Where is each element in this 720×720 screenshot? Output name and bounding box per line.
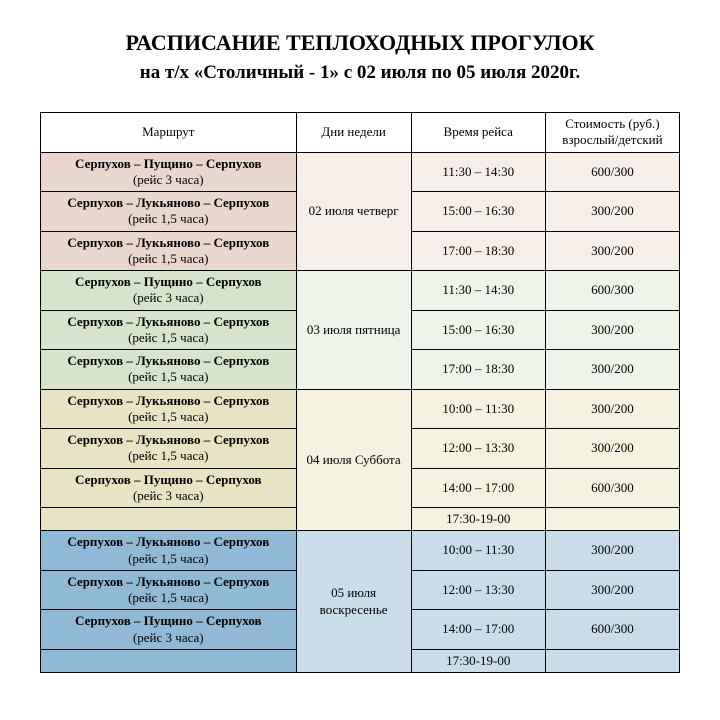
cell-price bbox=[545, 508, 679, 531]
table-row: Серпухов – Пущино – Серпухов(рейс 3 часа… bbox=[41, 271, 680, 311]
cell-price: 300/200 bbox=[545, 310, 679, 350]
cell-route: Серпухов – Лукьяново – Серпухов(рейс 1,5… bbox=[41, 570, 297, 610]
route-name: Серпухов – Лукьяново – Серпухов bbox=[45, 353, 292, 369]
col-day: Дни недели bbox=[296, 113, 411, 153]
cell-route bbox=[41, 508, 297, 531]
table-row: Серпухов – Пущино – Серпухов(рейс 3 часа… bbox=[41, 152, 680, 192]
cell-day: 05 июля воскресенье bbox=[296, 531, 411, 673]
route-name: Серпухов – Лукьяново – Серпухов bbox=[45, 314, 292, 330]
route-duration: (рейс 3 часа) bbox=[45, 172, 292, 188]
cell-day: 02 июля четверг bbox=[296, 152, 411, 271]
route-name: Серпухов – Пущино – Серпухов bbox=[45, 472, 292, 488]
cell-time: 11:30 – 14:30 bbox=[411, 271, 545, 311]
route-duration: (рейс 3 часа) bbox=[45, 488, 292, 504]
cell-time: 17:30-19-00 bbox=[411, 649, 545, 672]
cell-price: 600/300 bbox=[545, 271, 679, 311]
table-header-row: Маршрут Дни недели Время рейса Стоимость… bbox=[41, 113, 680, 153]
cell-price: 300/200 bbox=[545, 389, 679, 429]
cell-route: Серпухов – Пущино – Серпухов(рейс 3 часа… bbox=[41, 152, 297, 192]
route-name: Серпухов – Пущино – Серпухов bbox=[45, 274, 292, 290]
cell-time: 11:30 – 14:30 bbox=[411, 152, 545, 192]
route-name: Серпухов – Пущино – Серпухов bbox=[45, 156, 292, 172]
cell-time: 15:00 – 16:30 bbox=[411, 192, 545, 232]
cell-route: Серпухов – Лукьяново – Серпухов(рейс 1,5… bbox=[41, 231, 297, 271]
cell-day: 03 июля пятница bbox=[296, 271, 411, 390]
cell-route: Серпухов – Лукьяново – Серпухов(рейс 1,5… bbox=[41, 350, 297, 390]
cell-price: 300/200 bbox=[545, 570, 679, 610]
route-duration: (рейс 1,5 часа) bbox=[45, 369, 292, 385]
cell-route: Серпухов – Лукьяново – Серпухов(рейс 1,5… bbox=[41, 310, 297, 350]
route-name: Серпухов – Лукьяново – Серпухов bbox=[45, 235, 292, 251]
table-row: Серпухов – Лукьяново – Серпухов(рейс 1,5… bbox=[41, 389, 680, 429]
cell-time: 14:00 – 17:00 bbox=[411, 610, 545, 650]
page-title-line2: на т/х «Столичный - 1» с 02 июля по 05 и… bbox=[40, 62, 680, 84]
col-route: Маршрут bbox=[41, 113, 297, 153]
cell-route: Серпухов – Пущино – Серпухов(рейс 3 часа… bbox=[41, 610, 297, 650]
cell-route: Серпухов – Лукьяново – Серпухов(рейс 1,5… bbox=[41, 429, 297, 469]
cell-time: 15:00 – 16:30 bbox=[411, 310, 545, 350]
route-name: Серпухов – Пущино – Серпухов bbox=[45, 613, 292, 629]
cell-time: 17:30-19-00 bbox=[411, 508, 545, 531]
cell-route: Серпухов – Пущино – Серпухов(рейс 3 часа… bbox=[41, 271, 297, 311]
cell-price: 300/200 bbox=[545, 531, 679, 571]
table-row: Серпухов – Лукьяново – Серпухов(рейс 1,5… bbox=[41, 531, 680, 571]
cell-time: 14:00 – 17:00 bbox=[411, 468, 545, 508]
route-duration: (рейс 1,5 часа) bbox=[45, 448, 292, 464]
cell-price: 600/300 bbox=[545, 468, 679, 508]
cell-price: 300/200 bbox=[545, 429, 679, 469]
route-name: Серпухов – Лукьяново – Серпухов bbox=[45, 574, 292, 590]
cell-price: 300/200 bbox=[545, 350, 679, 390]
schedule-table: Маршрут Дни недели Время рейса Стоимость… bbox=[40, 112, 680, 673]
route-duration: (рейс 1,5 часа) bbox=[45, 590, 292, 606]
cell-time: 12:00 – 13:30 bbox=[411, 429, 545, 469]
col-time: Время рейса bbox=[411, 113, 545, 153]
route-duration: (рейс 1,5 часа) bbox=[45, 251, 292, 267]
route-duration: (рейс 1,5 часа) bbox=[45, 551, 292, 567]
cell-price bbox=[545, 649, 679, 672]
cell-route: Серпухов – Пущино – Серпухов(рейс 3 часа… bbox=[41, 468, 297, 508]
cell-route bbox=[41, 649, 297, 672]
cell-price: 600/300 bbox=[545, 610, 679, 650]
route-duration: (рейс 1,5 часа) bbox=[45, 409, 292, 425]
cell-price: 300/200 bbox=[545, 231, 679, 271]
cell-day: 04 июля Суббота bbox=[296, 389, 411, 531]
cell-price: 600/300 bbox=[545, 152, 679, 192]
route-duration: (рейс 1,5 часа) bbox=[45, 211, 292, 227]
cell-route: Серпухов – Лукьяново – Серпухов(рейс 1,5… bbox=[41, 192, 297, 232]
route-duration: (рейс 3 часа) bbox=[45, 630, 292, 646]
route-duration: (рейс 1,5 часа) bbox=[45, 330, 292, 346]
cell-route: Серпухов – Лукьяново – Серпухов(рейс 1,5… bbox=[41, 531, 297, 571]
route-name: Серпухов – Лукьяново – Серпухов bbox=[45, 432, 292, 448]
page-title-line1: РАСПИСАНИЕ ТЕПЛОХОДНЫХ ПРОГУЛОК bbox=[40, 30, 680, 56]
cell-time: 10:00 – 11:30 bbox=[411, 389, 545, 429]
cell-time: 12:00 – 13:30 bbox=[411, 570, 545, 610]
route-name: Серпухов – Лукьяново – Серпухов bbox=[45, 534, 292, 550]
route-name: Серпухов – Лукьяново – Серпухов bbox=[45, 393, 292, 409]
cell-route: Серпухов – Лукьяново – Серпухов(рейс 1,5… bbox=[41, 389, 297, 429]
cell-time: 17:00 – 18:30 bbox=[411, 350, 545, 390]
cell-price: 300/200 bbox=[545, 192, 679, 232]
route-name: Серпухов – Лукьяново – Серпухов bbox=[45, 195, 292, 211]
cell-time: 10:00 – 11:30 bbox=[411, 531, 545, 571]
route-duration: (рейс 3 часа) bbox=[45, 290, 292, 306]
col-price: Стоимость (руб.) взрослый/детский bbox=[545, 113, 679, 153]
cell-time: 17:00 – 18:30 bbox=[411, 231, 545, 271]
